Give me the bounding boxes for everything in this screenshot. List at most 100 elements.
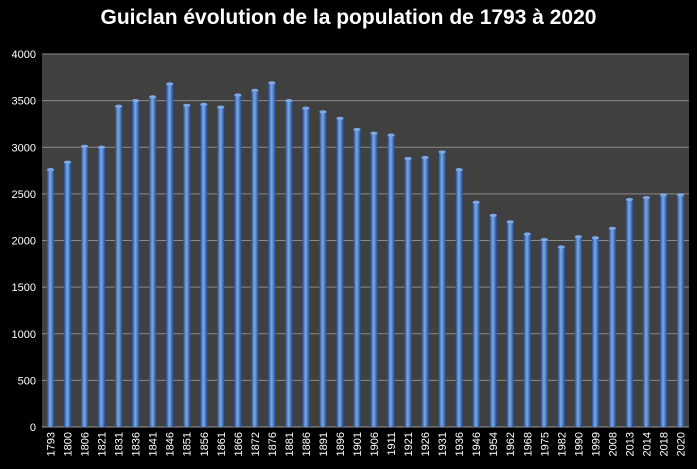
bars bbox=[46, 81, 685, 428]
bar-1911 bbox=[387, 133, 395, 427]
bar-1872 bbox=[251, 88, 259, 428]
bar-cap bbox=[472, 200, 480, 204]
bar bbox=[489, 215, 497, 427]
bar bbox=[540, 239, 548, 427]
x-tick-label: 1968 bbox=[522, 432, 534, 456]
bar bbox=[506, 221, 514, 427]
x-tick-label: 2008 bbox=[607, 432, 619, 456]
bar-1856 bbox=[200, 102, 208, 427]
bar-1836 bbox=[132, 99, 140, 427]
bar-1891 bbox=[319, 110, 327, 427]
bar-cap bbox=[540, 237, 548, 242]
bar bbox=[115, 106, 123, 427]
bar-cap bbox=[387, 133, 395, 137]
bar-cap bbox=[63, 160, 72, 164]
bar-1906 bbox=[370, 131, 378, 427]
bar-1806 bbox=[80, 144, 89, 427]
bar-cap bbox=[557, 245, 565, 249]
bar-cap bbox=[659, 193, 668, 197]
bar-cap bbox=[234, 93, 242, 97]
y-tick-label: 3000 bbox=[12, 142, 36, 154]
bar-cap bbox=[251, 88, 259, 92]
bar-1946 bbox=[472, 200, 480, 427]
x-tick-label: 1954 bbox=[488, 432, 500, 456]
x-tick-label: 1861 bbox=[216, 432, 228, 456]
bar bbox=[46, 169, 55, 427]
bar bbox=[625, 199, 633, 427]
bar-1990 bbox=[574, 235, 582, 427]
bar bbox=[387, 135, 395, 427]
bar-1936 bbox=[455, 168, 463, 427]
x-axis-ticks: 1793 1800 1806 1821 1831 1836 1841 1846 1851 1856… bbox=[46, 432, 688, 456]
bar-cap bbox=[166, 82, 174, 86]
bar bbox=[591, 237, 599, 427]
bar bbox=[659, 194, 668, 427]
y-tick-label: 500 bbox=[18, 375, 36, 387]
x-tick-label: 2020 bbox=[675, 432, 687, 456]
bar-cap bbox=[370, 131, 378, 135]
bar-cap bbox=[489, 213, 497, 217]
bar-1793 bbox=[46, 168, 55, 427]
bar bbox=[166, 83, 174, 427]
bar-cap bbox=[625, 197, 633, 202]
y-tick-label: 2500 bbox=[12, 189, 36, 201]
x-tick-label: 1856 bbox=[199, 432, 211, 456]
bar-cap bbox=[183, 103, 191, 107]
bar-2013 bbox=[625, 197, 633, 427]
bar-1931 bbox=[438, 150, 446, 427]
x-tick-label: 1891 bbox=[318, 432, 330, 456]
bar bbox=[132, 100, 140, 427]
x-tick-label: 1821 bbox=[97, 432, 109, 456]
bar-cap bbox=[591, 236, 599, 240]
x-tick-label: 1866 bbox=[233, 432, 245, 456]
bar-cap bbox=[438, 150, 446, 154]
bar-cap bbox=[302, 106, 310, 110]
bar-2014 bbox=[642, 196, 651, 427]
bar-1876 bbox=[268, 81, 276, 427]
bar bbox=[676, 194, 685, 427]
bar bbox=[183, 105, 191, 427]
bar-1851 bbox=[183, 103, 191, 427]
x-tick-label: 1876 bbox=[267, 432, 279, 456]
x-tick-label: 1806 bbox=[80, 432, 92, 456]
y-tick-label: 4000 bbox=[12, 49, 36, 61]
x-tick-label: 1936 bbox=[454, 432, 466, 456]
x-tick-label: 1896 bbox=[335, 432, 347, 456]
chart-title: Guiclan évolution de la population de 17… bbox=[100, 6, 597, 29]
x-tick-label: 1793 bbox=[46, 432, 58, 456]
bar-1841 bbox=[149, 95, 157, 428]
y-tick-label: 1500 bbox=[12, 282, 36, 294]
bar-2020 bbox=[676, 193, 685, 427]
bar-1861 bbox=[217, 105, 225, 427]
bar-cap bbox=[336, 116, 344, 120]
x-tick-label: 1831 bbox=[114, 432, 126, 456]
x-tick-label: 1921 bbox=[403, 432, 415, 456]
y-axis-ticks: 0 500 1000 1500 2000 2500 3000 3500 4000 bbox=[12, 49, 36, 434]
x-tick-label: 1836 bbox=[131, 432, 143, 456]
bar-1881 bbox=[285, 99, 293, 427]
x-tick-label: 2018 bbox=[658, 432, 670, 456]
bar-1886 bbox=[302, 106, 310, 428]
bar-1821 bbox=[98, 145, 106, 427]
bar-cap bbox=[115, 104, 123, 108]
bar-1968 bbox=[523, 232, 531, 427]
bar-cap bbox=[98, 145, 106, 149]
bar-cap bbox=[608, 226, 616, 230]
y-tick-label: 1000 bbox=[12, 329, 36, 341]
bar-cap bbox=[268, 81, 276, 85]
bar bbox=[455, 169, 463, 427]
bar bbox=[63, 162, 72, 428]
x-tick-label: 1841 bbox=[148, 432, 160, 456]
bar-cap bbox=[80, 144, 89, 148]
bar bbox=[234, 95, 242, 427]
bar bbox=[370, 133, 378, 427]
bar-1896 bbox=[336, 116, 344, 427]
x-tick-label: 2014 bbox=[641, 432, 653, 456]
bar-1831 bbox=[115, 104, 123, 427]
bar bbox=[217, 107, 225, 427]
x-tick-label: 1851 bbox=[182, 432, 194, 456]
bar-1846 bbox=[166, 82, 174, 427]
x-tick-label: 1990 bbox=[573, 432, 585, 456]
x-tick-label: 2013 bbox=[624, 432, 636, 456]
